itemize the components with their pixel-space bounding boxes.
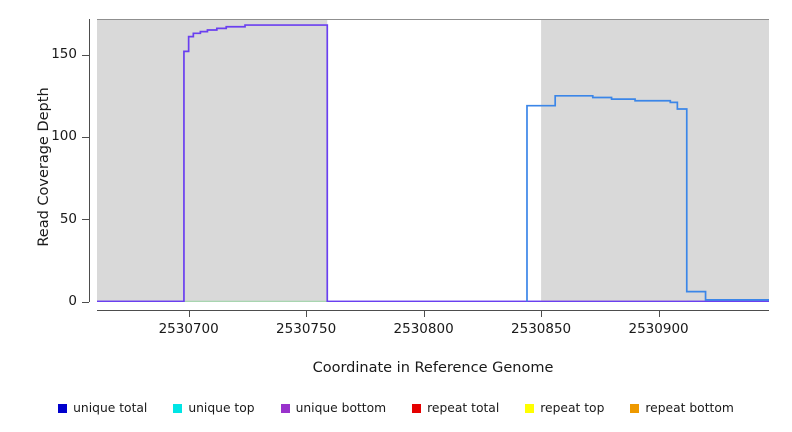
y-tick-0 xyxy=(82,301,89,303)
data-series-group xyxy=(97,24,769,302)
x-tick-2 xyxy=(423,310,425,317)
legend-swatch-icon-unique-total xyxy=(58,403,68,413)
legend-label-1: unique top xyxy=(188,401,255,415)
legend-swatch-icon-repeat-top xyxy=(525,403,535,413)
x-tick-4 xyxy=(658,310,660,317)
legend-label-4: repeat top xyxy=(540,401,605,415)
legend-item-repeat-total[interactable]: repeat total xyxy=(412,401,499,415)
shaded-regions xyxy=(97,19,769,302)
legend-item-unique-total[interactable]: unique total xyxy=(58,401,147,415)
x-tick-3 xyxy=(541,310,543,317)
plot-svg xyxy=(97,19,769,302)
x-tick-label-2: 2530800 xyxy=(393,321,454,337)
legend-swatch-icon-repeat-total xyxy=(412,403,422,413)
legend-item-repeat-top[interactable]: repeat top xyxy=(525,401,604,415)
legend-item-unique-top[interactable]: unique top xyxy=(173,401,255,415)
series-unique-total xyxy=(526,94,769,302)
y-axis-line xyxy=(89,19,90,302)
x-axis-title: Coordinate in Reference Genome xyxy=(312,360,554,376)
repeat-region-right xyxy=(541,19,769,302)
series-unique-bottom xyxy=(97,24,769,302)
x-tick-label-3: 2530850 xyxy=(511,321,572,337)
legend-label-0: unique total xyxy=(73,401,148,415)
unique-region-left xyxy=(97,19,328,302)
legend-swatch-icon-repeat-bottom xyxy=(630,403,640,413)
y-tick-label-3: 150 xyxy=(51,46,77,63)
x-tick-label-1: 2530750 xyxy=(276,321,337,337)
y-tick-2 xyxy=(82,136,89,138)
x-tick-1 xyxy=(306,310,308,317)
legend-item-unique-bottom[interactable]: unique bottom xyxy=(280,401,387,415)
legend-label-2: unique bottom xyxy=(295,401,387,415)
chart-legend: unique total unique top unique bottom repea… xyxy=(0,398,792,418)
y-tick-3 xyxy=(82,54,89,56)
y-tick-label-1: 50 xyxy=(59,210,77,227)
legend-swatch-icon-unique-bottom xyxy=(280,403,290,413)
y-axis: 0 50 100 150 xyxy=(0,19,97,309)
legend-label-5: repeat bottom xyxy=(645,401,734,415)
legend-item-repeat-bottom[interactable]: repeat bottom xyxy=(630,401,734,415)
x-tick-0 xyxy=(188,310,190,317)
y-tick-label-0: 0 xyxy=(68,293,77,309)
y-tick-label-2: 100 xyxy=(51,128,77,145)
legend-label-3: repeat total xyxy=(427,401,500,415)
legend-swatch-icon-unique-top xyxy=(173,403,183,413)
x-tick-label-0: 2530700 xyxy=(158,321,219,337)
x-tick-label-4: 2530900 xyxy=(628,321,689,337)
x-axis: 2530700 2530750 2530800 2530850 2530900 xyxy=(97,310,769,344)
x-axis-line xyxy=(97,310,769,311)
plot-frame-top xyxy=(97,19,769,20)
y-tick-1 xyxy=(82,219,89,221)
plot-area xyxy=(97,19,769,302)
